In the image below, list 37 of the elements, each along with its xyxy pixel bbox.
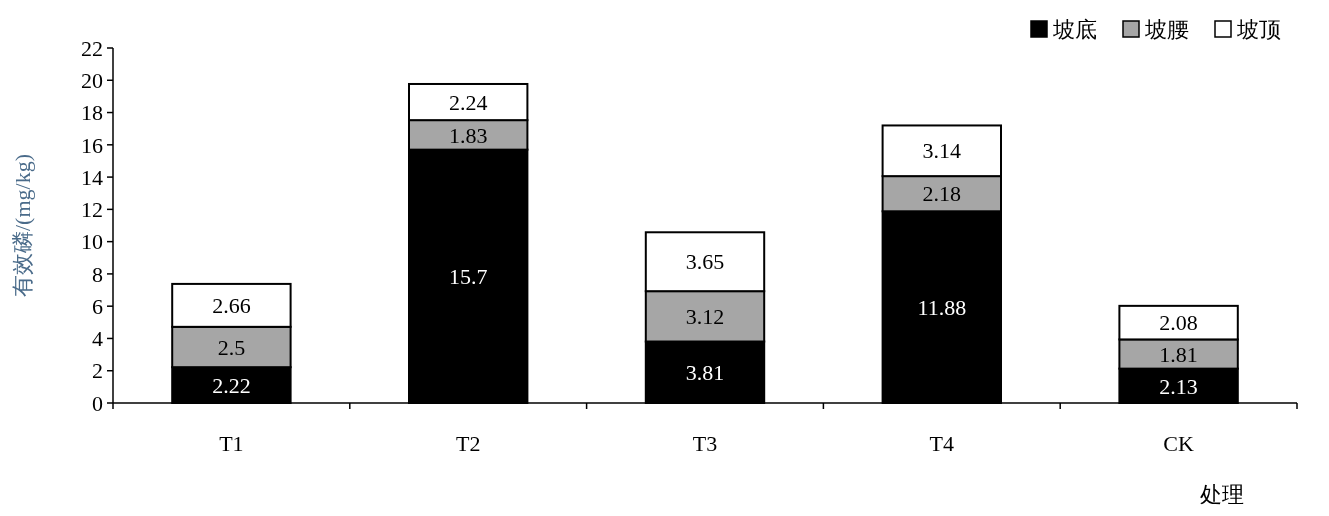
data-label: 3.12 bbox=[685, 304, 725, 330]
y-tick-label: 8 bbox=[92, 261, 103, 287]
y-tick-label: 0 bbox=[92, 390, 103, 416]
x-tick-label: T4 bbox=[929, 431, 955, 456]
y-tick-label: 10 bbox=[81, 229, 103, 255]
y-tick-label: 12 bbox=[81, 197, 103, 223]
data-label: 11.88 bbox=[917, 294, 967, 320]
data-label: 2.18 bbox=[922, 181, 962, 207]
data-label: 2.5 bbox=[217, 334, 246, 360]
x-tick-label: T1 bbox=[219, 431, 244, 456]
legend-label: 坡顶 bbox=[1236, 16, 1281, 42]
data-label: 3.65 bbox=[685, 249, 725, 275]
y-tick-label: 2 bbox=[92, 358, 103, 384]
data-label: 2.13 bbox=[1159, 373, 1198, 399]
legend-label: 坡腰 bbox=[1144, 16, 1189, 42]
data-label: 2.08 bbox=[1159, 310, 1198, 336]
data-label: 2.24 bbox=[448, 89, 488, 115]
data-label: 2.66 bbox=[212, 293, 251, 319]
data-label: 3.81 bbox=[685, 359, 725, 385]
y-tick-label: 6 bbox=[92, 293, 103, 319]
y-tick-label: 18 bbox=[81, 100, 103, 126]
y-tick-label: 20 bbox=[81, 67, 103, 93]
x-axis-title: 处理 bbox=[1200, 482, 1244, 507]
data-label: 1.81 bbox=[1159, 341, 1198, 367]
y-tick-label: 14 bbox=[81, 164, 103, 190]
data-label: 3.14 bbox=[922, 138, 962, 164]
x-tick-label: T2 bbox=[455, 431, 481, 456]
x-tick-label: CK bbox=[1163, 431, 1194, 456]
data-label: 15.7 bbox=[448, 264, 488, 290]
y-tick-label: 16 bbox=[81, 132, 103, 158]
data-label: 1.83 bbox=[448, 122, 488, 148]
legend-label: 坡底 bbox=[1052, 16, 1097, 42]
y-tick-label: 4 bbox=[92, 326, 103, 352]
x-tick-label: T3 bbox=[692, 431, 718, 456]
y-axis-title: 有效磷/(mg/kg) bbox=[10, 154, 35, 297]
y-tick-label: 22 bbox=[81, 35, 103, 61]
data-label: 2.22 bbox=[212, 372, 251, 398]
